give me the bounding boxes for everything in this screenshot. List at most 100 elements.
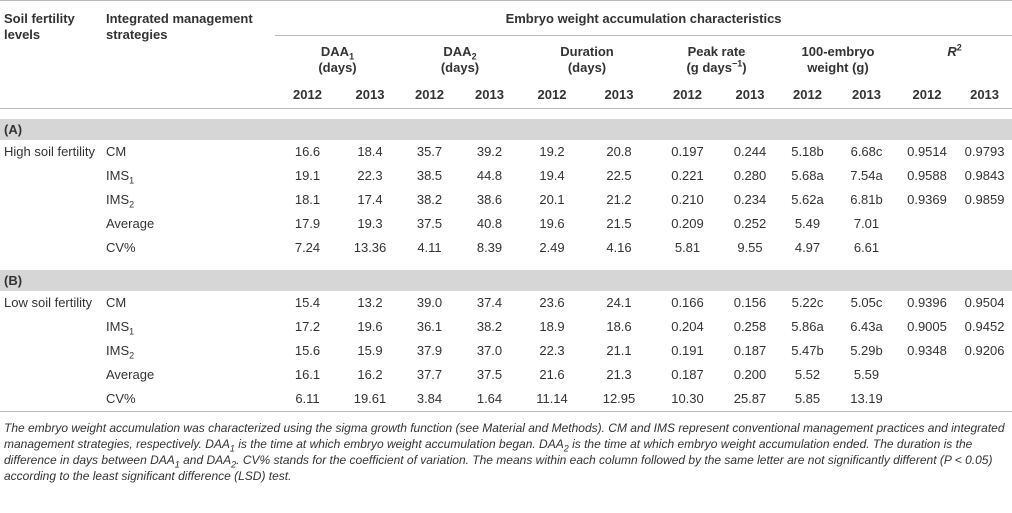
empty-cell xyxy=(957,212,1012,236)
header-row: 2012 2013 2012 2013 2012 2013 2012 2013 2012 2013… xyxy=(0,82,1012,109)
value-cell: 22.5 xyxy=(606,168,632,183)
strategy-cell: CV% xyxy=(102,387,275,412)
strategy-cell: Average xyxy=(102,363,275,387)
year-header: 2013 xyxy=(604,87,634,102)
value-cell: 37.9 xyxy=(416,343,443,358)
value-cell: 25.87 xyxy=(733,391,767,406)
level-cell xyxy=(0,387,102,412)
value-cell: 0.210 xyxy=(671,192,704,207)
value-cell: 38.5 xyxy=(416,168,443,183)
data-row: CV% 7.24 13.36 4.11 8.39 2.49 4.16 5.81 9.55 4.97… xyxy=(0,236,1012,260)
value-cell: 16.2 xyxy=(357,367,383,382)
text: Duration xyxy=(560,44,614,59)
strategy-cell: IMS2 xyxy=(102,339,275,363)
value-cell: 5.59 xyxy=(853,367,880,382)
value-cell: 5.22c xyxy=(791,295,824,310)
metric-header: DAA1 (days) xyxy=(275,36,400,83)
value-cell: 10.30 xyxy=(671,391,704,406)
subscript: 1 xyxy=(174,459,180,470)
subscript: 2 xyxy=(231,459,237,470)
subscript: 2 xyxy=(471,51,477,62)
value-cell: 0.9206 xyxy=(964,343,1005,358)
value-cell: 0.280 xyxy=(733,168,767,183)
value-cell: 21.3 xyxy=(606,367,632,382)
year-header: 2013 xyxy=(970,87,1000,102)
data-row: IMS1 17.2 19.6 36.1 38.2 18.9 18.6 0.204 0.258 5.… xyxy=(0,315,1012,339)
text: CV% xyxy=(106,391,136,406)
subscript: 2 xyxy=(129,199,135,210)
value-cell: 4.11 xyxy=(417,240,442,255)
metric-header: DAA2 (days) xyxy=(400,36,520,83)
year-header: 2012 xyxy=(912,87,942,102)
value-cell: 6.61 xyxy=(853,240,880,255)
strategy-cell: CM xyxy=(102,140,275,164)
value-cell: 0.200 xyxy=(733,367,767,382)
value-cell: 0.9859 xyxy=(964,192,1005,207)
value-cell: 5.49 xyxy=(794,216,821,231)
value-cell: 6.68c xyxy=(850,144,883,159)
data-row: Low soil fertility CM 15.4 13.2 39.0 37.4 23.6… xyxy=(0,291,1012,315)
value-cell: 23.6 xyxy=(539,295,565,310)
value-cell: 9.55 xyxy=(737,240,763,255)
value-cell: 20.8 xyxy=(606,144,632,159)
year-header: 2013 xyxy=(735,87,765,102)
column-header: Soil fertility levels xyxy=(4,11,75,42)
text: DAA xyxy=(320,44,350,59)
year-header: 2012 xyxy=(673,87,702,102)
value-cell: 21.1 xyxy=(606,343,632,358)
value-cell: 1.64 xyxy=(476,391,503,406)
value-cell: 18.6 xyxy=(606,319,632,334)
spacer-cell xyxy=(0,109,1012,120)
subscript: 2 xyxy=(129,350,135,361)
empty-cell xyxy=(957,387,1012,412)
table-body: (A) High soil fertility CM 16.6 18.4 35.7 39.2… xyxy=(0,109,1012,412)
level-cell xyxy=(0,164,102,188)
year-header: 2013 xyxy=(355,87,385,102)
value-cell: 24.1 xyxy=(606,295,632,310)
value-cell: 18.1 xyxy=(294,192,321,207)
text: IMS xyxy=(106,319,130,334)
level-cell xyxy=(0,212,102,236)
value-cell: 0.9504 xyxy=(964,295,1005,310)
value-cell: 22.3 xyxy=(539,343,565,358)
strategy-cell: Average xyxy=(102,212,275,236)
spacer-row xyxy=(0,260,1012,270)
value-cell: 0.204 xyxy=(671,319,704,334)
value-cell: 0.209 xyxy=(671,216,704,231)
section-row: (B) xyxy=(0,270,1012,291)
value-cell: 17.9 xyxy=(294,216,321,231)
value-cell: 0.9369 xyxy=(907,192,947,207)
text: is the time at which embryo weight accum… xyxy=(234,437,564,451)
text: IMS xyxy=(106,168,130,183)
value-cell: 6.11 xyxy=(295,391,320,406)
value-cell: 36.1 xyxy=(416,319,443,334)
value-cell: 4.16 xyxy=(606,240,632,255)
value-cell: 38.2 xyxy=(416,192,443,207)
level-cell: Low soil fertility xyxy=(4,295,93,310)
text: CV% xyxy=(106,240,136,255)
text: (days) xyxy=(318,60,357,75)
value-cell: 0.9514 xyxy=(907,144,947,159)
superscript: −1 xyxy=(731,58,743,69)
value-cell: 35.7 xyxy=(416,144,443,159)
text: (days) xyxy=(440,60,480,75)
value-cell: 21.6 xyxy=(539,367,565,382)
subscript: 1 xyxy=(129,326,135,337)
value-cell: 0.9793 xyxy=(964,144,1005,159)
value-cell: 0.187 xyxy=(671,367,704,382)
metric-header: Peak rate (g days−1) xyxy=(654,36,779,83)
subscript: 1 xyxy=(129,175,135,186)
strategy-cell: IMS2 xyxy=(102,188,275,212)
strategy-cell: CM xyxy=(102,291,275,315)
value-cell: 39.2 xyxy=(476,144,503,159)
value-cell: 19.4 xyxy=(539,168,565,183)
level-cell xyxy=(0,363,102,387)
empty-cell xyxy=(897,212,957,236)
value-cell: 21.5 xyxy=(606,216,632,231)
spacer-cell xyxy=(0,260,1012,270)
spacer-row xyxy=(0,109,1012,120)
data-row: IMS2 18.1 17.4 38.2 38.6 20.1 21.2 0.210 0.234 5.… xyxy=(0,188,1012,212)
header-row: Soil fertility levels Integrated managem… xyxy=(0,0,1012,42)
value-cell: 44.8 xyxy=(476,168,503,183)
